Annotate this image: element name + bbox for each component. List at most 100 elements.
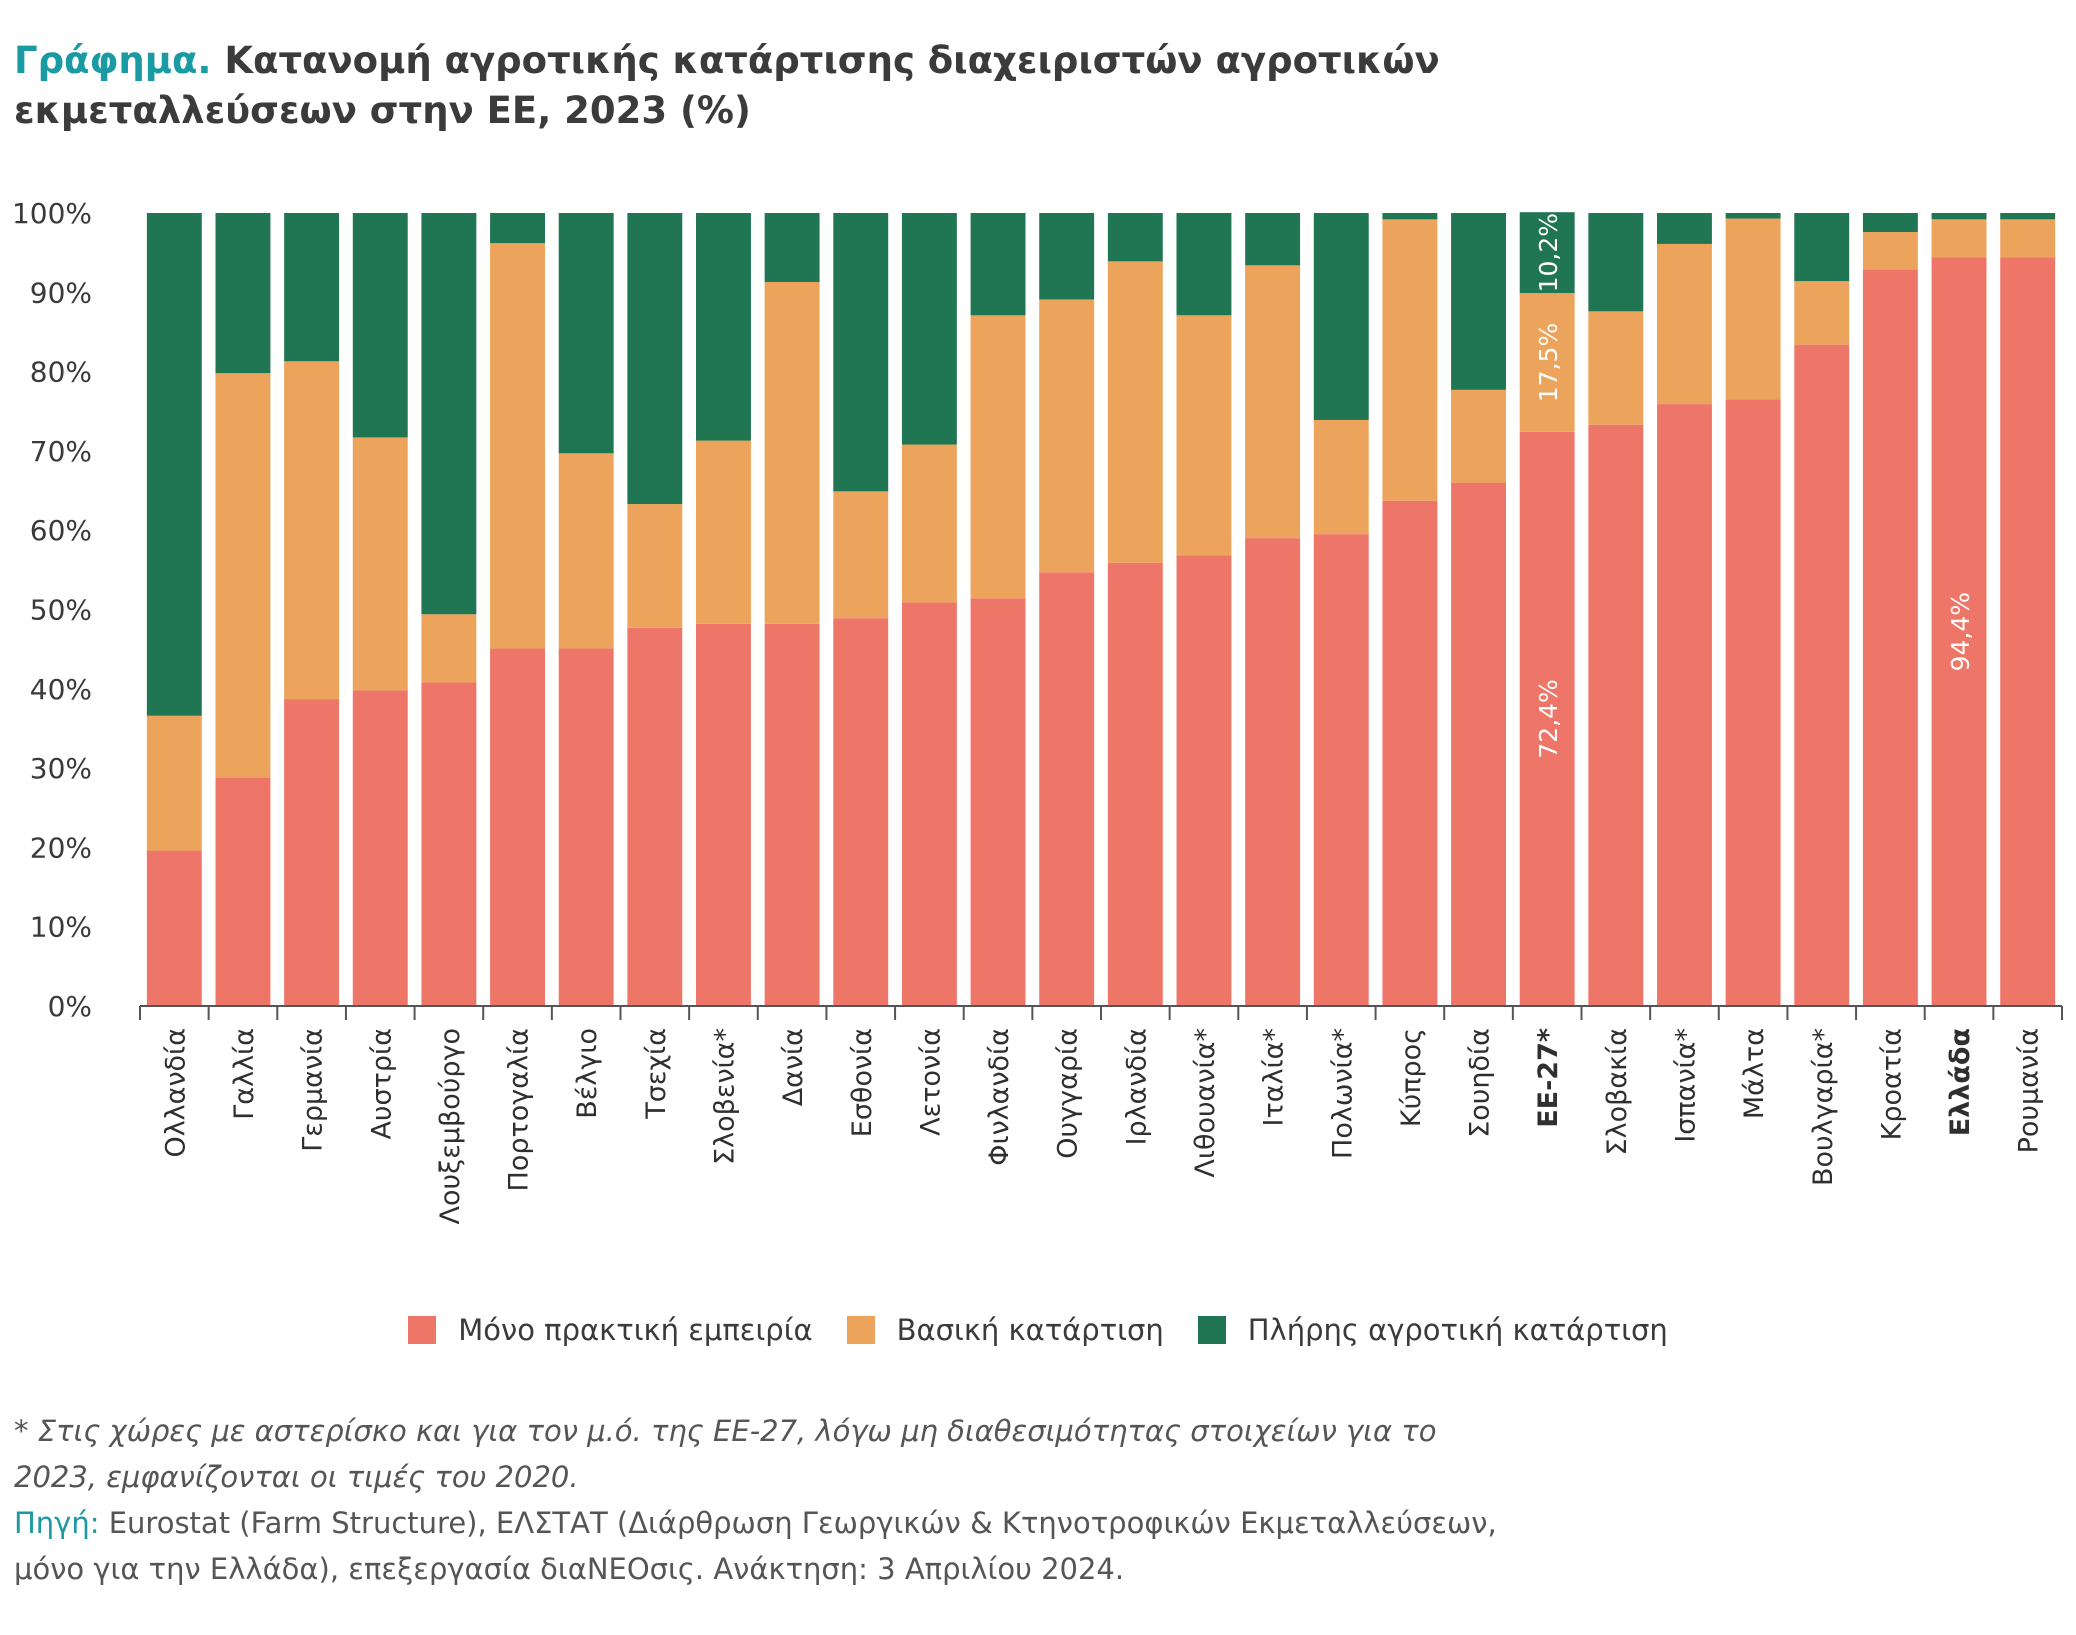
category-label: Τσεχία: [641, 1028, 672, 1120]
bar-segment: [1382, 219, 1438, 501]
bar-segment: [1931, 257, 1987, 1007]
bar-segment: [1176, 213, 1232, 316]
bar-segment: [1519, 293, 1575, 432]
chart-title-prefix: Γράφημα.: [14, 39, 212, 82]
bar-segment: [1245, 213, 1301, 266]
y-tick-label: 90%: [30, 276, 92, 309]
data-label: 17,5%: [1534, 323, 1563, 402]
bar-segment: [970, 598, 1026, 1006]
category-label: Μάλτα: [1739, 1028, 1770, 1119]
bar-segment: [1862, 269, 1918, 1007]
category-label: Κροατία: [1876, 1028, 1907, 1140]
bar-segment: [1588, 424, 1644, 1007]
category-label: Ολλανδία: [160, 1028, 191, 1158]
data-label: 72,4%: [1534, 679, 1563, 758]
category-label: Λουξεμβούργο: [435, 1028, 466, 1224]
bar-segment: [490, 213, 545, 244]
y-tick-label: 70%: [30, 435, 92, 468]
bar-segment: [1657, 243, 1712, 405]
bar-segment: [901, 602, 957, 1006]
bar-segment: [1725, 213, 1781, 219]
category-label: Βέλγιο: [572, 1028, 603, 1119]
category-label: Φινλανδία: [984, 1028, 1015, 1166]
footnote-source-text: Eurostat (Farm Structure), ΕΛΣΤΑΤ (Διάρθ…: [14, 1506, 1497, 1586]
bar-segment: [1725, 399, 1781, 1007]
bar-segment: [1039, 213, 1095, 300]
bar-segment: [2000, 257, 2056, 1007]
bar-segment: [1451, 482, 1506, 1006]
bar-segment: [1794, 344, 1850, 1006]
bar-segment: [1588, 311, 1644, 425]
bar-segment: [1039, 299, 1095, 573]
legend-label-full: Πλήρης αγροτική κατάρτιση: [1247, 1313, 1668, 1347]
bar-segment: [1451, 389, 1506, 483]
footnote-source: Πηγή: Eurostat (Farm Structure), ΕΛΣΤΑΤ …: [14, 1500, 1514, 1592]
category-label: Ελλάδα: [1945, 1028, 1976, 1136]
bar-segment: [1451, 213, 1506, 390]
bar-segment: [558, 213, 614, 454]
legend-label-practical: Μόνο πρακτική εμπειρία: [458, 1313, 813, 1347]
category-label: Γαλλία: [229, 1028, 260, 1120]
category-label: Κύπρος: [1396, 1028, 1427, 1127]
y-tick-label: 10%: [30, 911, 92, 944]
data-label: 10,2%: [1534, 213, 1563, 292]
y-tick-label: 30%: [30, 752, 92, 785]
bar-segment: [1313, 534, 1369, 1006]
bar-segment: [1382, 500, 1438, 1006]
bar-segment: [490, 648, 545, 1006]
bar-segment: [1588, 213, 1644, 312]
bar-segment: [764, 281, 820, 624]
bar-segment: [146, 850, 202, 1006]
bar-segment: [1313, 213, 1369, 420]
bar-segment: [284, 213, 340, 362]
bar-segment: [901, 444, 957, 603]
bar-segment: [146, 213, 202, 716]
bar-segment: [558, 648, 614, 1006]
bar-segment: [1931, 219, 1987, 258]
bar-segment: [1245, 265, 1301, 539]
bar-segment: [490, 243, 545, 649]
bar-segment: [215, 213, 271, 374]
bar-segment: [627, 627, 683, 1006]
bar-segment: [764, 623, 820, 1006]
y-tick-label: 40%: [30, 673, 92, 706]
bar-segment: [696, 623, 751, 1006]
y-tick-label: 20%: [30, 831, 92, 864]
bar-segment: [352, 437, 408, 691]
y-tick-label: 0%: [48, 990, 92, 1023]
category-label: Ουγγαρία: [1053, 1028, 1084, 1159]
category-label: Αυστρία: [366, 1028, 397, 1140]
bar-segment: [284, 699, 340, 1006]
bar-segment: [627, 213, 683, 505]
bar-segment: [1107, 261, 1163, 563]
bar-segment: [1794, 213, 1850, 282]
bar-segment: [970, 213, 1026, 316]
footnote-source-label: Πηγή:: [14, 1506, 100, 1540]
chart-title-text: Κατανομή αγροτικής κατάρτισης διαχειριστ…: [14, 39, 1440, 132]
legend-item-full: Πλήρης αγροτική κατάρτιση: [1197, 1313, 1668, 1347]
footnote: * Στις χώρες με αστερίσκο και για τον μ.…: [14, 1408, 1514, 1592]
data-label: 94,4%: [1946, 592, 1975, 671]
category-label: Πολωνία*: [1327, 1028, 1358, 1159]
bar-segment: [284, 361, 340, 700]
category-label: Πορτογαλία: [504, 1028, 535, 1191]
y-tick-label: 80%: [30, 356, 92, 389]
category-label: Λιθουανία*: [1190, 1028, 1221, 1178]
bar-segment: [215, 777, 271, 1006]
category-label: Ισπανία*: [1670, 1028, 1701, 1143]
category-label: Σλοβενία*: [709, 1028, 740, 1165]
legend-label-basic: Βασική κατάρτιση: [896, 1313, 1164, 1347]
category-label: Σλοβακία: [1602, 1028, 1633, 1155]
bar-segment: [215, 373, 271, 778]
chart-legend: Μόνο πρακτική εμπειρία Βασική κατάρτιση …: [0, 1310, 2076, 1350]
bar-segment: [764, 213, 820, 282]
bar-segment: [833, 618, 889, 1006]
bar-segment: [1862, 213, 1918, 233]
category-label: Ιρλανδία: [1121, 1028, 1152, 1145]
bar-segment: [1176, 315, 1232, 556]
bar-segment: [1862, 232, 1918, 270]
category-label: Ιταλία*: [1259, 1028, 1290, 1126]
bar-segment: [901, 213, 957, 445]
category-label: ΕΕ-27*: [1533, 1028, 1564, 1128]
category-label: Λετονία: [915, 1028, 946, 1136]
